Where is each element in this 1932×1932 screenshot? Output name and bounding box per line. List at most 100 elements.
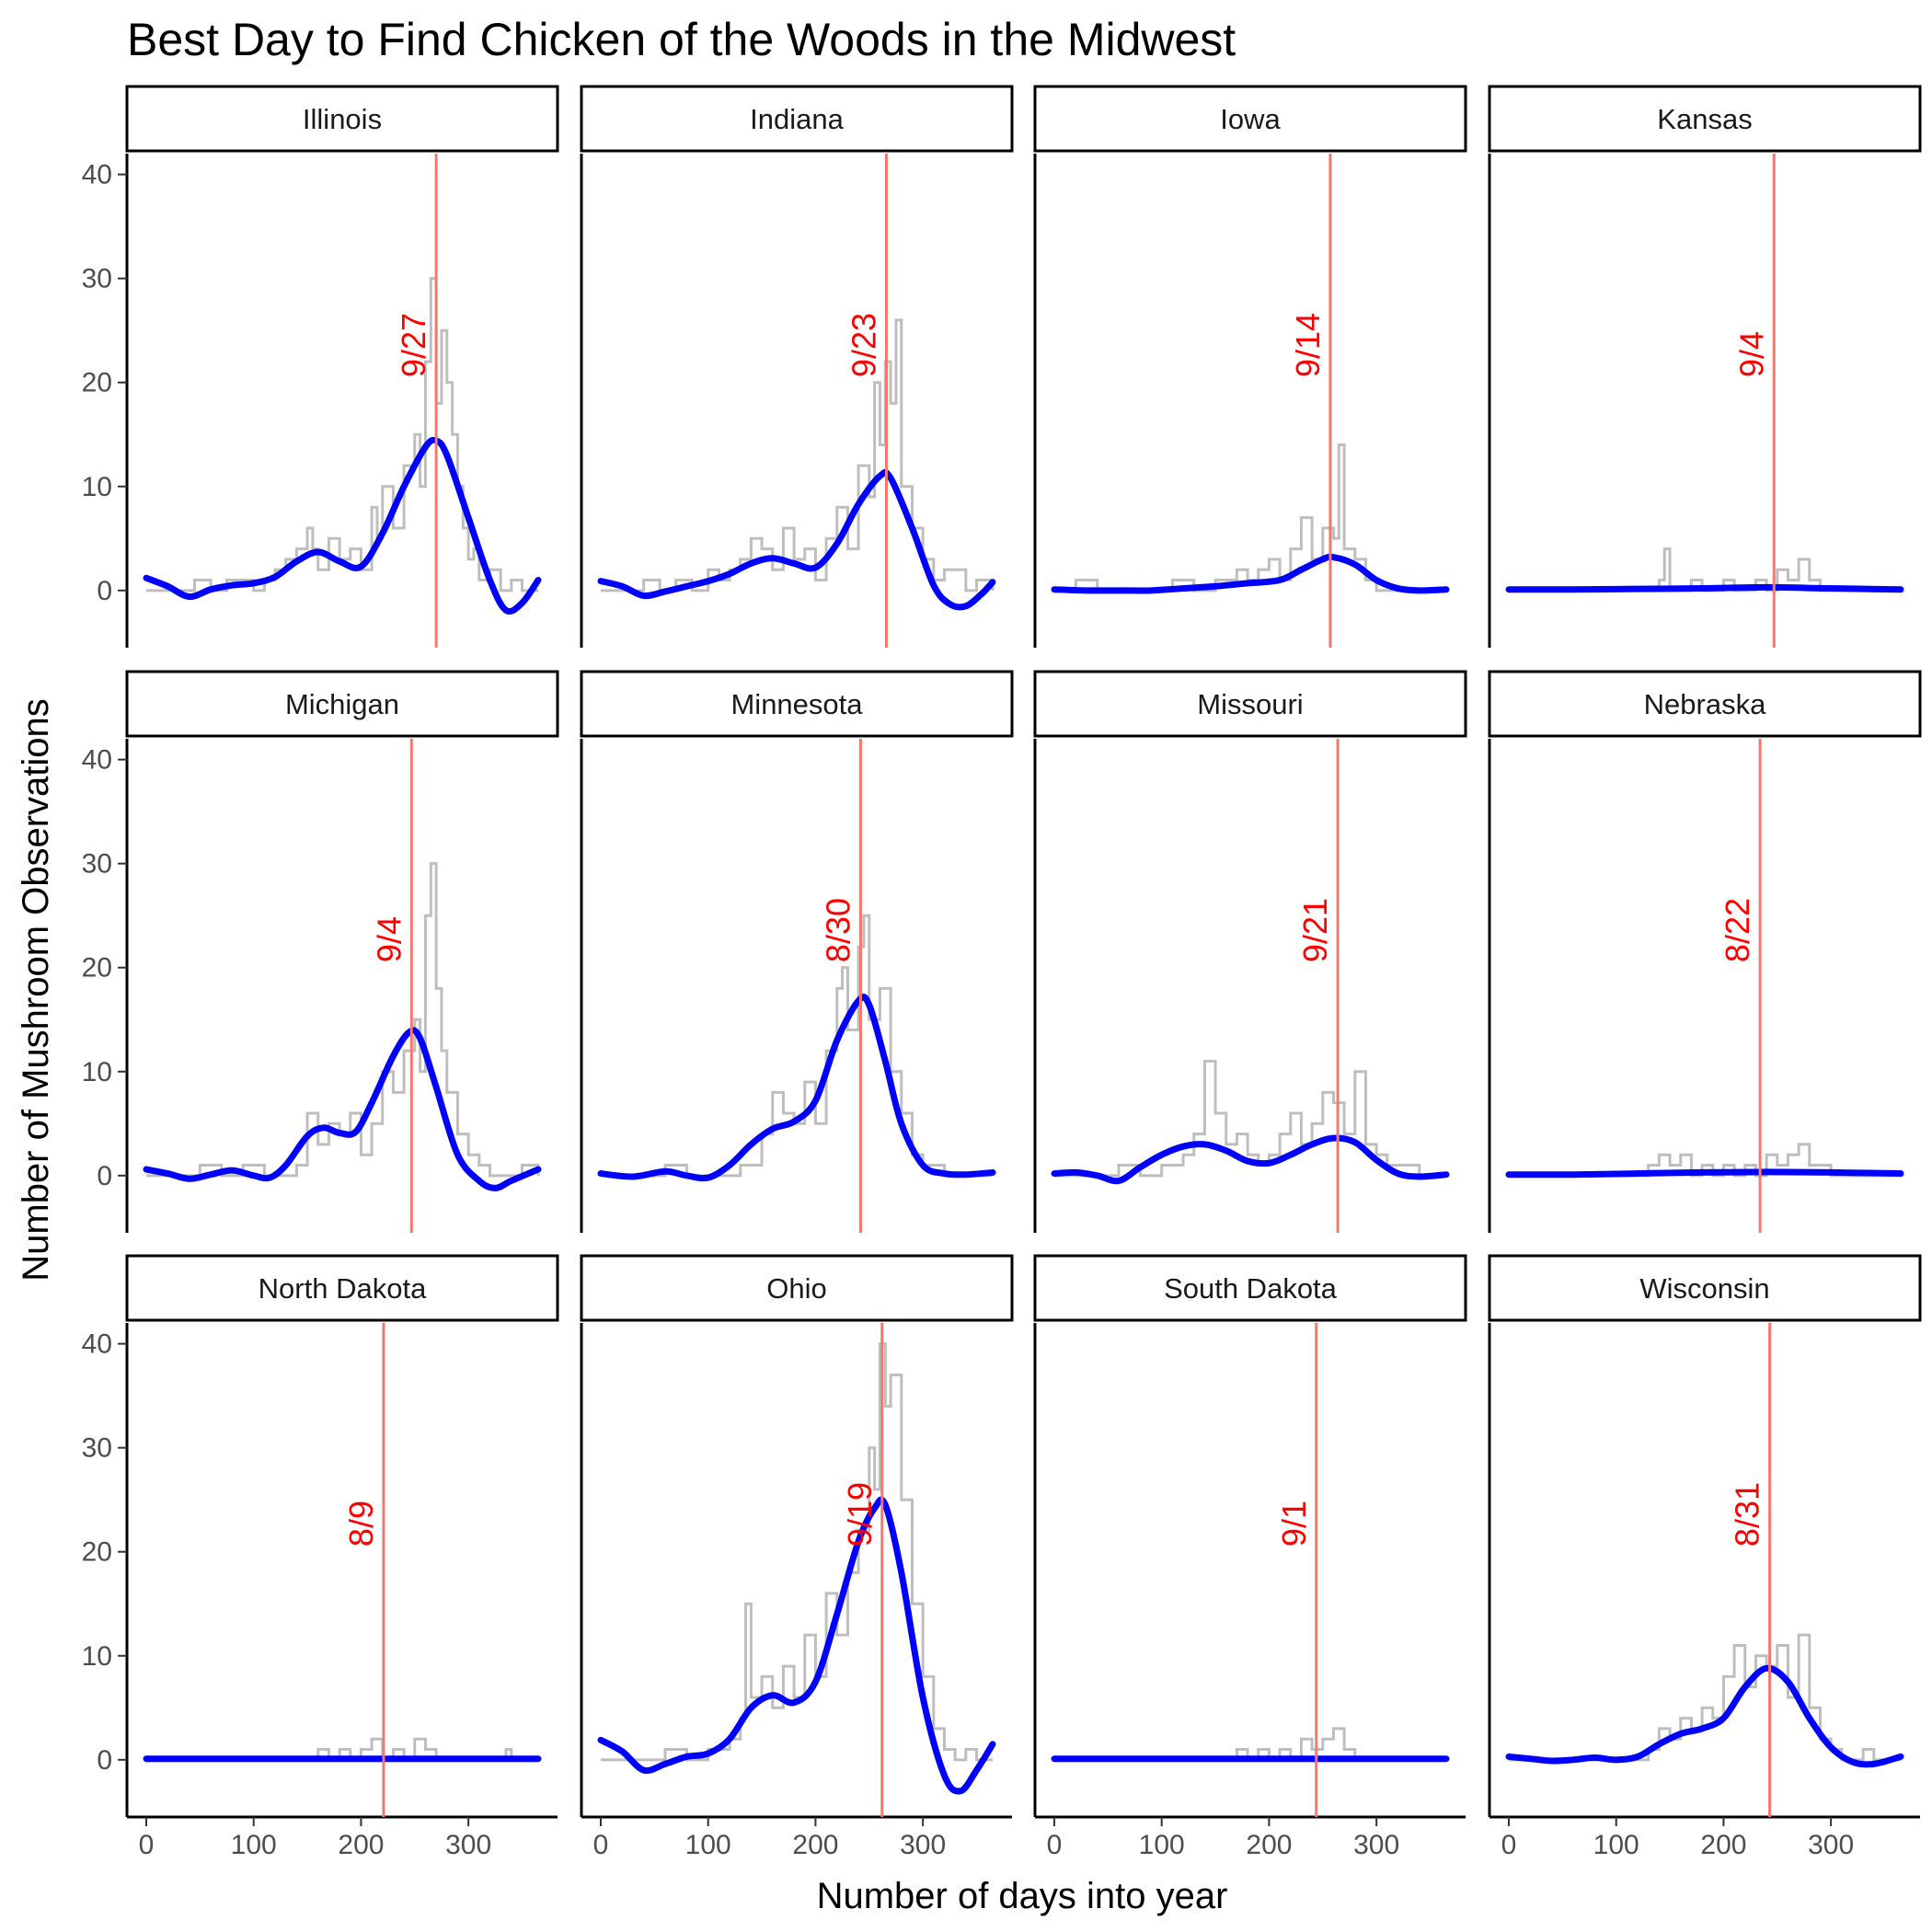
raw-observation-line <box>146 862 540 1178</box>
smoothed-trend-line <box>1051 1134 1450 1185</box>
strip-label: South Dakota <box>1164 1272 1338 1305</box>
raw-observation-line <box>601 1342 993 1762</box>
x-tick-label: 100 <box>231 1830 277 1860</box>
strip-box <box>125 1254 559 1322</box>
facet-panel: Ohio 0 100 200 300 9/19 <box>580 1254 1014 1860</box>
smoothed-trend-line <box>143 436 542 615</box>
strip-box <box>1488 1254 1922 1322</box>
peak-day-label: 8/9 <box>342 1501 380 1547</box>
y-tick-label: 0 <box>97 1745 112 1776</box>
y-tick-label: 20 <box>82 368 112 398</box>
x-tick-label: 300 <box>1353 1830 1399 1860</box>
peak-day-label: 9/4 <box>1732 331 1770 377</box>
peak-day-label: 9/14 <box>1289 313 1327 377</box>
y-tick-label: 20 <box>82 953 112 983</box>
y-tick-label: 30 <box>82 849 112 880</box>
x-tick-label: 100 <box>1139 1830 1185 1860</box>
raw-observation-line <box>601 914 993 1178</box>
y-tick-label: 0 <box>97 576 112 606</box>
y-tick-label: 30 <box>82 264 112 294</box>
x-tick-label: 300 <box>900 1830 946 1860</box>
strip-box <box>1033 1254 1467 1322</box>
facet-panel: Iowa 9/14 <box>1033 85 1467 648</box>
x-tick-label: 200 <box>1246 1830 1292 1860</box>
raw-observation-line <box>1054 1059 1446 1178</box>
peak-day-label: 8/30 <box>819 898 857 962</box>
strip-label: Indiana <box>750 103 844 135</box>
strip-box <box>1488 85 1922 153</box>
smoothed-trend-line <box>143 1027 542 1191</box>
y-tick-label: 10 <box>82 1057 112 1087</box>
strip-label: Wisconsin <box>1639 1272 1769 1305</box>
peak-day-label: 9/4 <box>370 916 408 962</box>
y-tick-label: 0 <box>97 1161 112 1191</box>
strip-label: Michigan <box>285 688 399 720</box>
x-tick-label: 0 <box>139 1830 155 1860</box>
raw-observation-line <box>1509 547 1901 592</box>
raw-observation-line <box>601 318 995 592</box>
x-tick-label: 100 <box>685 1830 731 1860</box>
y-tick-label: 10 <box>82 1641 112 1672</box>
facet-panel: Illinois 0 10 20 30 40 9/27 <box>82 85 559 648</box>
smoothed-trend-line <box>1505 1664 1904 1768</box>
strip-box <box>125 670 559 738</box>
chart-title: Best Day to Find Chicken of the Woods in… <box>127 14 1236 65</box>
raw-observation-line <box>1509 1143 1901 1178</box>
smoothed-trend-line <box>1505 583 1904 593</box>
x-tick-label: 0 <box>1047 1830 1063 1860</box>
smoothed-trend-line <box>1051 553 1450 594</box>
strip-box <box>580 1254 1014 1322</box>
facet-panel: Kansas 9/4 <box>1488 85 1922 648</box>
facet-panel: Michigan 0 10 20 30 40 9/4 <box>82 670 559 1233</box>
strip-label: Missouri <box>1197 688 1303 720</box>
strip-box <box>580 670 1014 738</box>
x-tick-label: 200 <box>1700 1830 1746 1860</box>
x-tick-label: 200 <box>338 1830 384 1860</box>
peak-day-label: 8/31 <box>1729 1482 1766 1547</box>
smoothed-trend-line <box>597 994 996 1182</box>
x-tick-label: 100 <box>1593 1830 1639 1860</box>
strip-label: Nebraska <box>1644 688 1766 720</box>
smoothed-trend-line <box>1505 1168 1904 1179</box>
y-tick-label: 30 <box>82 1433 112 1464</box>
strip-label: Kansas <box>1657 103 1752 135</box>
strip-box <box>1488 670 1922 738</box>
x-tick-label: 300 <box>445 1830 491 1860</box>
facet-panel: Missouri 9/21 <box>1033 670 1467 1233</box>
peak-day-label: 9/27 <box>395 313 432 377</box>
x-tick-label: 200 <box>792 1830 838 1860</box>
facet-panel: Minnesota 8/30 <box>580 670 1014 1233</box>
x-axis-title: Number of days into year <box>817 1876 1228 1916</box>
strip-label: North Dakota <box>259 1272 427 1305</box>
peak-day-label: 9/19 <box>841 1482 879 1547</box>
facet-panel: Nebraska 8/22 <box>1488 670 1922 1233</box>
facet-panel: Indiana 9/23 <box>580 85 1014 648</box>
smoothed-trend-line <box>597 1496 996 1795</box>
facet-panel: South Dakota 0 100 200 300 9/1 <box>1033 1254 1467 1860</box>
x-tick-label: 0 <box>1501 1830 1517 1860</box>
facet-panel: North Dakota 0 100 200 300 0 10 20 30 40 8/9 <box>82 1254 559 1860</box>
strip-label: Minnesota <box>730 688 863 720</box>
raw-observation-line <box>1054 443 1446 592</box>
peak-day-label: 9/21 <box>1296 898 1334 962</box>
y-tick-label: 40 <box>82 160 112 190</box>
y-tick-label: 10 <box>82 472 112 502</box>
strip-box <box>1033 85 1467 153</box>
peak-day-label: 8/22 <box>1719 898 1756 962</box>
facet-panels: Illinois0102030409/27Indiana9/23Iowa9/14… <box>82 85 1922 1860</box>
strip-box <box>125 85 559 153</box>
strip-box <box>580 85 1014 153</box>
y-tick-label: 40 <box>82 1329 112 1360</box>
smoothed-trend-line <box>597 468 996 611</box>
y-tick-label: 40 <box>82 745 112 776</box>
strip-label: Iowa <box>1220 103 1281 135</box>
strip-box <box>1033 670 1467 738</box>
raw-observation-line <box>1509 1633 1901 1762</box>
x-tick-label: 0 <box>593 1830 609 1860</box>
facet-panel: Wisconsin 0 100 200 300 8/31 <box>1488 1254 1922 1860</box>
strip-label: Illinois <box>303 103 382 135</box>
peak-day-label: 9/1 <box>1275 1501 1313 1547</box>
peak-day-label: 9/23 <box>845 313 882 377</box>
